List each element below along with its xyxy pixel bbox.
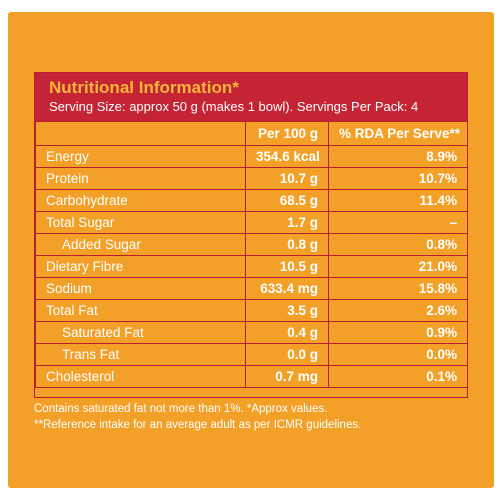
table-row: Saturated Fat 0.4 g 0.9% xyxy=(35,321,468,344)
footnote-saturated-fat: Contains saturated fat not more than 1%.… xyxy=(34,403,328,415)
per-100g-value: 0.8 g xyxy=(245,233,329,256)
nutrient-name: Carbohydrate xyxy=(35,189,246,212)
table-row: Added Sugar 0.8 g 0.8% xyxy=(35,233,468,256)
table-row: Total Fat 3.5 g 2.6% xyxy=(35,299,468,322)
rda-value: 0.9% xyxy=(328,321,468,344)
nutrient-name: Total Fat xyxy=(35,299,246,322)
rda-value: 11.4% xyxy=(328,189,468,212)
footnote-reference-intake: **Reference intake for an average adult … xyxy=(34,419,362,431)
column-header-nutrient xyxy=(35,121,246,146)
table-row: Protein 10.7 g 10.7% xyxy=(35,167,468,190)
rda-value: 2.6% xyxy=(328,299,468,322)
nutrient-name: Total Sugar xyxy=(35,211,246,234)
footnotes: Contains saturated fat not more than 1%.… xyxy=(34,401,474,433)
per-100g-value: 633.4 mg xyxy=(245,277,329,300)
rda-value: 10.7% xyxy=(328,167,468,190)
rda-value: 0.8% xyxy=(328,233,468,256)
nutrient-name: Energy xyxy=(35,145,246,168)
table-header-row: Per 100 g % RDA Per Serve** xyxy=(35,121,468,146)
nutrient-name: Trans Fat xyxy=(35,343,246,366)
nutrient-name: Protein xyxy=(35,167,246,190)
table-row: Energy 354.6 kcal 8.9% xyxy=(35,145,468,168)
per-100g-value: 354.6 kcal xyxy=(245,145,329,168)
nutrient-name: Cholesterol xyxy=(35,365,246,388)
nutrient-name: Sodium xyxy=(35,277,246,300)
per-100g-value: 68.5 g xyxy=(245,189,329,212)
nutrient-name: Dietary Fibre xyxy=(35,255,246,278)
table-row: Sodium 633.4 mg 15.8% xyxy=(35,277,468,300)
per-100g-value: 0.0 g xyxy=(245,343,329,366)
rda-value: – xyxy=(328,211,468,234)
column-header-rda: % RDA Per Serve** xyxy=(328,121,468,146)
nutrient-name: Saturated Fat xyxy=(35,321,246,344)
serving-info: Serving Size: approx 50 g (makes 1 bowl)… xyxy=(49,99,419,114)
per-100g-value: 10.7 g xyxy=(245,167,329,190)
per-100g-value: 1.7 g xyxy=(245,211,329,234)
nutrition-table: Per 100 g % RDA Per Serve** Energy 354.6… xyxy=(35,121,468,388)
table-row: Carbohydrate 68.5 g 11.4% xyxy=(35,189,468,212)
table-row: Cholesterol 0.7 mg 0.1% xyxy=(35,365,468,388)
rda-value: 0.0% xyxy=(328,343,468,366)
rda-value: 8.9% xyxy=(328,145,468,168)
label-title: Nutritional Information* xyxy=(49,78,239,97)
nutrient-name: Added Sugar xyxy=(35,233,246,256)
per-100g-value: 10.5 g xyxy=(245,255,329,278)
table-row: Trans Fat 0.0 g 0.0% xyxy=(35,343,468,366)
rda-value: 0.1% xyxy=(328,365,468,388)
per-100g-value: 0.7 mg xyxy=(245,365,329,388)
rda-value: 21.0% xyxy=(328,255,468,278)
rda-value: 15.8% xyxy=(328,277,468,300)
per-100g-value: 0.4 g xyxy=(245,321,329,344)
per-100g-value: 3.5 g xyxy=(245,299,329,322)
column-header-per-100g: Per 100 g xyxy=(245,121,329,146)
label-header: Nutritional Information* Serving Size: a… xyxy=(35,73,467,121)
nutrition-label: Nutritional Information* Serving Size: a… xyxy=(34,72,468,398)
table-row: Total Sugar 1.7 g – xyxy=(35,211,468,234)
table-row: Dietary Fibre 10.5 g 21.0% xyxy=(35,255,468,278)
